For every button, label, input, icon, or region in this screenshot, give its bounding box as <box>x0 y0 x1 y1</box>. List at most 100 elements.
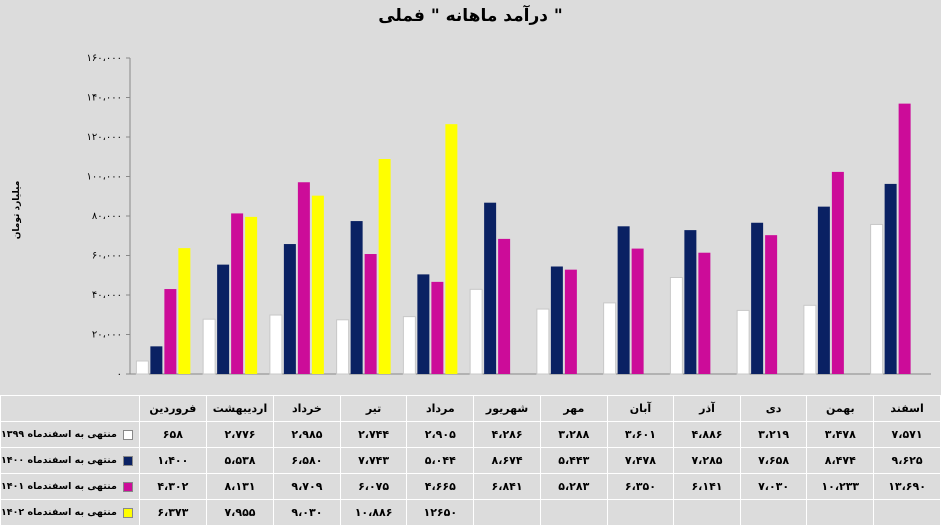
bar <box>765 235 778 374</box>
data-label: ۱۰،۸۸۶ <box>339 499 408 526</box>
data-label: ۴،۶۶۵ <box>406 473 475 500</box>
y-tick-label: ۲۰،۰۰۰ <box>92 330 122 341</box>
bar <box>336 319 350 375</box>
category-label: دی <box>739 395 808 422</box>
bar <box>831 171 844 374</box>
data-label: ۴،۸۸۶ <box>673 421 741 448</box>
bar <box>803 304 817 375</box>
data-label: ۲،۹۰۵ <box>406 421 475 448</box>
legend-swatch <box>122 429 133 440</box>
bar <box>283 244 296 374</box>
bar <box>898 103 911 374</box>
data-label: ۶،۵۸۰ <box>273 447 341 474</box>
data-label: ۱۳،۶۹۰ <box>873 473 941 500</box>
data-label <box>873 499 941 526</box>
data-label <box>473 499 542 526</box>
bar <box>550 266 563 374</box>
y-tick-label: ۱۰۰،۰۰۰ <box>87 172 122 183</box>
data-label: ۴،۳۰۲ <box>138 473 207 500</box>
bar <box>364 254 377 374</box>
bar <box>378 159 391 374</box>
legend-entry: منتهی به اسفندماه ۱۴۰۲ <box>0 499 140 526</box>
data-label: ۸،۶۷۴ <box>473 447 542 474</box>
bar <box>202 318 216 375</box>
table-row: منتهی به اسفندماه ۱۴۰۲ ۶،۳۷۳ ۷،۹۵۵ ۹،۰۳۰ ۱۰،… <box>0 499 941 526</box>
category-label: آذر <box>673 395 741 422</box>
data-label: ۷،۶۵۸ <box>739 447 808 474</box>
data-label: ۹،۶۲۵ <box>873 447 941 474</box>
category-label: تیر <box>339 395 408 422</box>
bar-chart: ۰ ۲۰،۰۰۰ ۴۰،۰۰۰ ۶۰،۰۰۰ ۸۰،۰۰۰ ۱۰۰،۰۰۰ ۱۲۰،۰۰۰ ۱… <box>87 53 931 380</box>
bar <box>603 302 617 375</box>
data-label <box>540 499 608 526</box>
bar <box>402 316 416 375</box>
data-label <box>739 499 808 526</box>
bar <box>817 206 830 374</box>
bar <box>498 238 511 374</box>
legend-swatch <box>122 481 133 492</box>
data-label: ۲،۹۸۵ <box>273 421 341 448</box>
table-row: منتهی به اسفندماه ۱۴۰۰ ۱،۴۰۰ ۵،۵۳۸ ۶،۵۸۰ ۷،۷… <box>0 447 941 474</box>
data-label: ۳،۲۱۹ <box>739 421 808 448</box>
bar <box>164 289 177 374</box>
bar <box>669 277 683 375</box>
bar <box>297 182 310 374</box>
data-label: ۵،۵۳۸ <box>205 447 275 474</box>
data-label <box>806 499 875 526</box>
data-label: ۹،۷۰۹ <box>273 473 341 500</box>
data-label: ۶،۰۷۵ <box>339 473 408 500</box>
bar <box>350 221 363 374</box>
data-label: ۵،۴۴۳ <box>540 447 608 474</box>
data-label <box>606 499 675 526</box>
bar <box>736 309 750 375</box>
data-label: ۹،۰۳۰ <box>273 499 341 526</box>
bar <box>536 308 550 375</box>
table-corner-cell <box>0 395 140 422</box>
data-label: ۳،۴۷۸ <box>806 421 875 448</box>
category-label: بهمن <box>806 395 875 422</box>
bar <box>698 252 711 374</box>
chart-title: درآمد ماهانه " فملی " <box>378 6 563 26</box>
data-label: ۷،۴۷۸ <box>606 447 675 474</box>
y-tick-label: ۱۴۰،۰۰۰ <box>87 93 122 104</box>
bar <box>178 248 191 374</box>
data-label: ۳،۲۸۸ <box>540 421 608 448</box>
y-tick-label: ۶۰،۰۰۰ <box>92 251 122 262</box>
data-label: ۱،۴۰۰ <box>138 447 207 474</box>
legend-swatch <box>122 507 133 518</box>
data-table: فروردین اردیبهشت خرداد تیر مرداد شهریور مهر آبا… <box>0 395 941 526</box>
bar <box>417 274 430 374</box>
bar <box>135 360 149 375</box>
series-name: منتهی به اسفندماه ۱۳۹۹ <box>1 429 117 440</box>
bar <box>884 183 897 374</box>
y-tick-label: ۸۰،۰۰۰ <box>92 211 122 222</box>
y-tick-label: ۰ <box>117 369 122 380</box>
data-label: ۷،۲۸۵ <box>673 447 741 474</box>
data-label: ۵،۰۴۴ <box>406 447 475 474</box>
data-label: ۷،۵۷۱ <box>873 421 941 448</box>
bar <box>631 248 644 374</box>
category-label: اسفند <box>873 395 941 422</box>
bar <box>684 230 697 374</box>
data-label: ۶،۳۵۰ <box>606 473 675 500</box>
legend-entry: منتهی به اسفندماه ۱۳۹۹ <box>0 421 140 448</box>
bar <box>445 124 458 374</box>
bar <box>484 202 497 374</box>
data-label: ۱۲۶۵۰ <box>406 499 475 526</box>
legend-entry: منتهی به اسفندماه ۱۴۰۰ <box>0 447 140 474</box>
category-label: فروردین <box>138 395 207 422</box>
data-label: ۷،۷۴۳ <box>339 447 408 474</box>
table-header-row: فروردین اردیبهشت خرداد تیر مرداد شهریور مهر آبا… <box>0 395 941 422</box>
bar <box>311 195 324 374</box>
data-label: ۲،۷۷۶ <box>205 421 275 448</box>
category-label: شهریور <box>473 395 542 422</box>
series-name: منتهی به اسفندماه ۱۴۰۲ <box>1 507 117 518</box>
bar <box>564 269 577 374</box>
data-label: ۸،۴۷۴ <box>806 447 875 474</box>
series-name: منتهی به اسفندماه ۱۴۰۱ <box>1 481 117 492</box>
category-label: اردیبهشت <box>205 395 275 422</box>
data-label: ۵،۲۸۳ <box>540 473 608 500</box>
bar <box>469 288 483 375</box>
data-label: ۷،۰۳۰ <box>739 473 808 500</box>
y-tick-label: ۱۶۰،۰۰۰ <box>87 53 122 64</box>
